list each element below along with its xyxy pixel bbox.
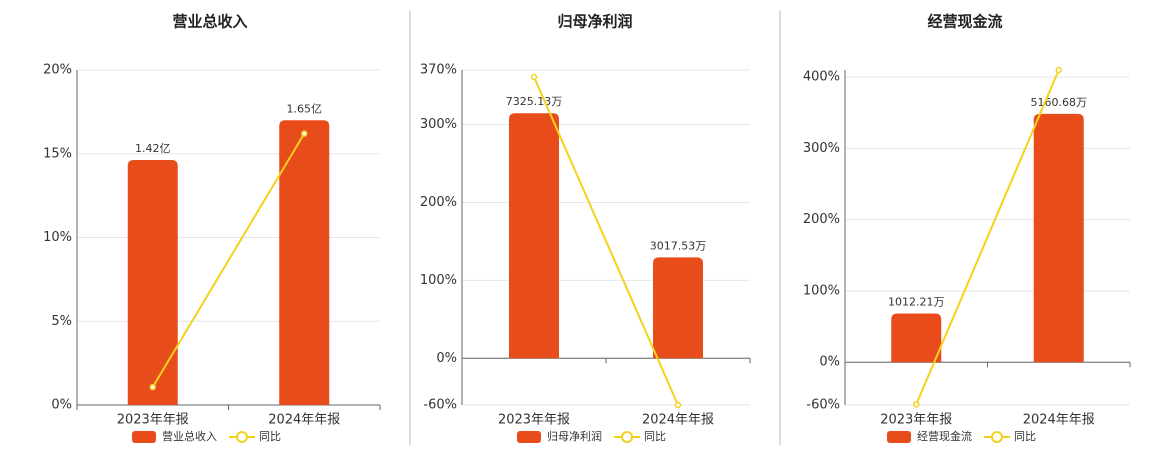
bar: [891, 313, 942, 363]
y-tick-label: -60%: [423, 398, 457, 413]
x-tick-label: 2023年年报: [498, 413, 570, 428]
line-marker: [301, 130, 308, 137]
x-tick-label: 2023年年报: [880, 413, 952, 428]
y-tick-label: 10%: [43, 230, 72, 245]
y-tick-label: 200%: [420, 195, 457, 210]
y-tick-label: 300%: [420, 117, 457, 132]
line: [915, 69, 1060, 405]
line-marker: [674, 401, 682, 409]
legend-swatch: [517, 431, 541, 443]
y-tick-label: 0%: [436, 351, 457, 366]
chart-title: 营业总收入: [172, 13, 247, 31]
legend-swatch: [621, 431, 633, 443]
bar: [509, 113, 559, 359]
y-tick-label: 15%: [43, 146, 72, 161]
x-tick-label: 2024年年报: [1023, 413, 1095, 428]
value-label: 1.65亿: [287, 102, 323, 115]
x-tick-label: 2023年年报: [117, 413, 189, 428]
legend-swatch: [132, 431, 156, 443]
value-label: 5160.68万: [1031, 96, 1088, 109]
y-tick-label: 370%: [420, 63, 457, 78]
chart-title: 归母净利润: [557, 13, 632, 31]
legend-label: 同比: [259, 430, 281, 443]
y-tick-label: 400%: [803, 70, 840, 85]
y-tick-label: 100%: [803, 283, 840, 298]
line-marker: [1055, 66, 1062, 74]
line: [533, 76, 679, 406]
value-label: 1.42亿: [135, 142, 171, 155]
bar: [1033, 113, 1084, 363]
legend-label: 归母净利润: [547, 429, 602, 443]
bar: [279, 120, 330, 405]
line-marker: [149, 383, 156, 391]
y-tick-label: 100%: [420, 273, 457, 288]
y-tick-label: 5%: [51, 314, 72, 329]
legend-swatch: [887, 431, 911, 443]
bar: [127, 159, 178, 405]
line-marker: [913, 401, 920, 408]
x-tick-label: 2024年年报: [268, 413, 340, 428]
chart-title: 经营现金流: [927, 13, 1002, 31]
legend-swatch: [236, 431, 248, 443]
legend-label: 同比: [1014, 430, 1036, 443]
legend-label: 营业总收入: [162, 429, 217, 443]
x-tick-label: 2024年年报: [642, 413, 714, 428]
y-tick-label: 0%: [819, 355, 840, 370]
y-tick-label: 0%: [51, 398, 72, 413]
bar: [653, 257, 703, 359]
y-tick-label: 20%: [43, 63, 72, 78]
legend-label: 同比: [644, 430, 666, 443]
line: [151, 133, 306, 388]
value-label: 1012.21万: [888, 296, 945, 309]
value-label: 3017.53万: [650, 239, 707, 252]
y-tick-label: 300%: [803, 141, 840, 156]
y-tick-label: 200%: [803, 212, 840, 227]
legend-label: 经营现金流: [917, 429, 972, 443]
line-marker: [530, 73, 538, 81]
y-tick-label: -60%: [806, 398, 840, 413]
value-label: 7325.13万: [506, 95, 563, 108]
legend-swatch: [991, 431, 1003, 443]
